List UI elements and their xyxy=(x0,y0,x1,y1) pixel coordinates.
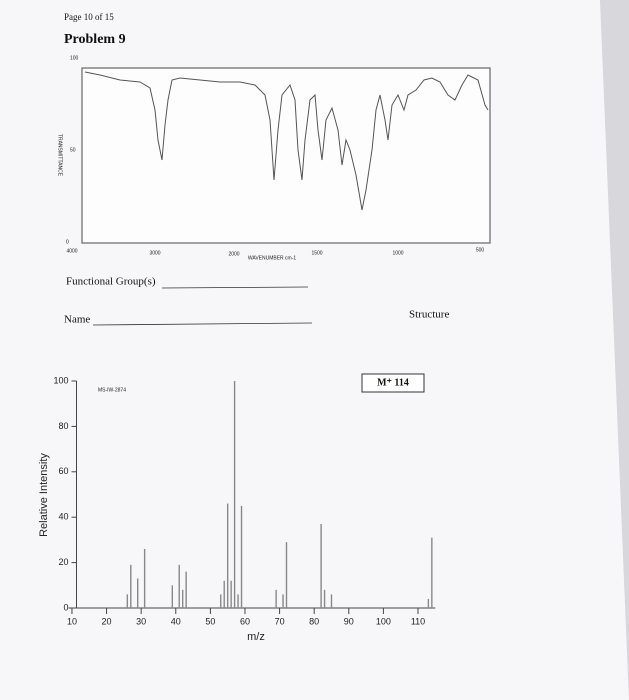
x-tick-label: 80 xyxy=(309,616,319,626)
x-tick-label: 60 xyxy=(240,616,250,626)
x-tick-label: 100 xyxy=(376,616,391,626)
ir-x-tick: 2000 xyxy=(228,251,239,257)
ir-x-tick: 500 xyxy=(476,247,485,253)
structure-label: Structure xyxy=(409,309,449,321)
x-tick-label: 30 xyxy=(136,616,146,626)
functional-group-label: Functional Group(s) xyxy=(66,276,156,288)
ir-frame xyxy=(81,67,491,244)
molecular-ion-annotation: M⁺ 114 xyxy=(377,377,409,388)
x-tick-label: 40 xyxy=(171,616,181,626)
y-tick-label: 0 xyxy=(63,602,68,612)
y-tick-label: 100 xyxy=(53,375,68,385)
x-tick-label: 20 xyxy=(102,616,112,626)
ir-x-tick: 3000 xyxy=(149,250,160,256)
x-tick-label: 50 xyxy=(205,616,215,626)
molecular-ion-box xyxy=(361,373,425,393)
ir-y-tick: 100 xyxy=(70,55,79,61)
ir-y-tick: 50 xyxy=(70,147,76,153)
ir-spectrum: TRANSMITTANCE 100 50 0 4000 3000 2000 15… xyxy=(57,55,491,261)
ir-trace xyxy=(84,71,489,211)
ir-y-tick: 0 xyxy=(66,239,69,245)
y-tick-label: 60 xyxy=(58,466,68,476)
answer-line xyxy=(161,286,309,289)
sample-id: MS-IW-2874 xyxy=(98,387,126,393)
problem-title: Problem 9 xyxy=(64,32,126,47)
paper-edge xyxy=(600,0,629,700)
x-tick-label: 90 xyxy=(344,616,354,626)
ir-x-tick: 1000 xyxy=(392,250,403,256)
ir-x-tick: 1500 xyxy=(311,250,322,256)
answer-line xyxy=(92,322,313,326)
y-axis-label: Relative Intensity xyxy=(38,453,50,537)
x-tick-label: 70 xyxy=(275,616,285,626)
y-tick-label: 20 xyxy=(58,557,68,567)
ir-x-label: WAVENUMBER cm-1 xyxy=(248,255,297,261)
ir-y-label: TRANSMITTANCE xyxy=(57,134,63,177)
name-label: Name xyxy=(64,314,90,326)
page-number: Page 10 of 15 xyxy=(64,12,114,22)
ir-x-tick: 4000 xyxy=(66,248,77,254)
x-axis-label: m/z xyxy=(247,631,265,643)
y-tick-label: 40 xyxy=(58,512,68,522)
mass-spectrum: M⁺ 114 MS-IW-2874 Relative Intensity m/z… xyxy=(38,373,436,643)
y-tick-label: 80 xyxy=(58,421,68,431)
x-tick-label: 10 xyxy=(67,616,77,626)
x-tick-label: 110 xyxy=(411,616,425,626)
